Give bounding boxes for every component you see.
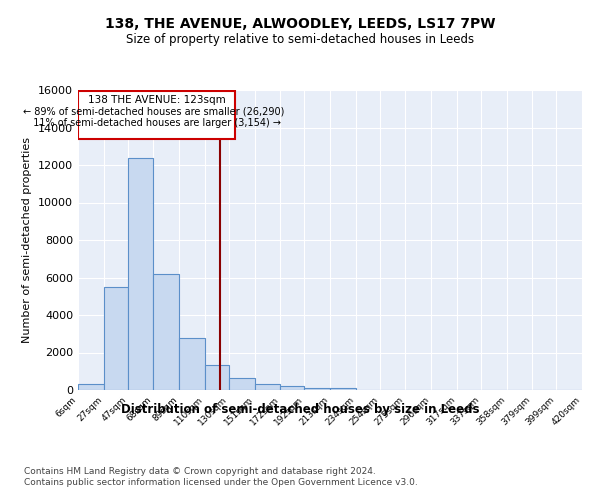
Text: 138, THE AVENUE, ALWOODLEY, LEEDS, LS17 7PW: 138, THE AVENUE, ALWOODLEY, LEEDS, LS17 … [105,18,495,32]
Bar [179,338,205,390]
Bar [128,158,154,390]
Text: 11% of semi-detached houses are larger (3,154) →: 11% of semi-detached houses are larger (… [27,118,281,128]
Bar [154,274,179,390]
Text: Distribution of semi-detached houses by size in Leeds: Distribution of semi-detached houses by … [121,402,479,415]
Bar [280,386,304,390]
Text: ← 89% of semi-detached houses are smaller (26,290): ← 89% of semi-detached houses are smalle… [23,106,285,116]
Bar [205,364,229,390]
Bar [78,384,104,390]
Bar [304,388,330,390]
Y-axis label: Number of semi-detached properties: Number of semi-detached properties [22,137,32,343]
Bar [104,287,128,390]
Text: 138 THE AVENUE: 123sqm: 138 THE AVENUE: 123sqm [88,96,226,106]
Text: Size of property relative to semi-detached houses in Leeds: Size of property relative to semi-detach… [126,32,474,46]
FancyBboxPatch shape [78,91,235,138]
Bar [254,384,280,390]
Bar [229,378,254,390]
Text: Contains HM Land Registry data © Crown copyright and database right 2024.
Contai: Contains HM Land Registry data © Crown c… [24,468,418,487]
Bar [330,388,356,390]
